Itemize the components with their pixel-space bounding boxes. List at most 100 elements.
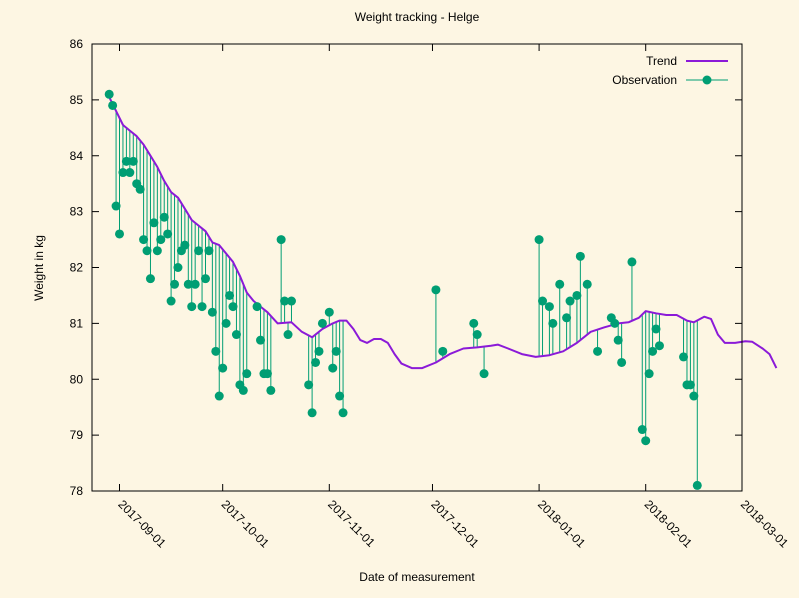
chart-title: Weight tracking - Helge — [355, 10, 480, 24]
observation-point — [648, 346, 658, 356]
observation-point — [565, 296, 575, 306]
trend-line — [108, 96, 778, 370]
observation-point — [121, 156, 131, 166]
observation-point — [610, 318, 620, 328]
observation-point — [166, 296, 176, 306]
observation-point — [627, 257, 637, 267]
observation-point — [438, 346, 448, 356]
observation-point — [104, 89, 114, 99]
legend-label-trend: Trend — [646, 54, 677, 68]
observation-point — [145, 274, 155, 284]
observation-point — [152, 246, 162, 256]
observation-point — [685, 380, 695, 390]
observation-point — [214, 391, 224, 401]
observation-point — [115, 229, 125, 239]
observation-point — [641, 436, 651, 446]
observation-point — [163, 229, 173, 239]
observation-point — [311, 357, 321, 367]
observation-point — [617, 357, 627, 367]
observation-point — [266, 385, 276, 395]
y-tick-label: 80 — [70, 372, 84, 386]
y-tick-label: 83 — [70, 205, 84, 219]
observation-point — [190, 279, 200, 289]
observation-point — [280, 296, 290, 306]
observation-point — [156, 235, 166, 245]
y-tick-label: 78 — [70, 484, 84, 498]
x-tick-label: 2017-12-01 — [428, 497, 482, 551]
observation-point — [307, 408, 317, 418]
x-tick-label: 2018-02-01 — [642, 497, 696, 551]
observation-point — [544, 302, 554, 312]
observation-point — [149, 218, 159, 228]
observation-point — [221, 318, 231, 328]
observation-point — [262, 369, 272, 379]
observation-point — [472, 330, 482, 340]
observation-point — [304, 380, 314, 390]
plot-area — [104, 89, 778, 490]
observation-point — [654, 341, 664, 351]
observation-point — [135, 184, 145, 194]
observation-point — [689, 391, 699, 401]
observation-point — [256, 335, 266, 345]
observation-point — [231, 330, 241, 340]
y-tick-label: 84 — [70, 149, 84, 163]
observation-point — [679, 352, 689, 362]
observation-point — [170, 279, 180, 289]
observation-point — [637, 425, 647, 435]
legend-label-observation: Observation — [612, 73, 677, 87]
observation-point — [187, 302, 197, 312]
observation-point — [317, 318, 327, 328]
observation-point — [111, 201, 121, 211]
x-axis-label: Date of measurement — [359, 570, 475, 584]
observation-point — [314, 346, 324, 356]
observation-point — [555, 279, 565, 289]
observation-point — [194, 246, 204, 256]
observation-point — [431, 285, 441, 295]
x-axis: 2017-09-01 2017-10-01 2017-11-01 2017-12-01… — [115, 44, 791, 551]
observation-point — [225, 290, 235, 300]
y-tick-label: 82 — [70, 261, 84, 275]
observation-point — [328, 363, 338, 373]
y-axis-label: Weight in kg — [32, 235, 46, 301]
observation-point — [142, 246, 152, 256]
x-tick-label: 2018-01-01 — [535, 497, 589, 551]
observation-point — [159, 212, 169, 222]
observation-point — [692, 480, 702, 490]
observation-point — [283, 330, 293, 340]
observation-point — [218, 363, 228, 373]
observation-point — [651, 324, 661, 334]
y-tick-label: 81 — [70, 316, 84, 330]
observation-point — [238, 385, 248, 395]
y-tick-label: 86 — [70, 37, 84, 51]
observation-point — [108, 100, 118, 110]
observation-point — [582, 279, 592, 289]
x-tick-label: 2018-03-01 — [738, 497, 792, 551]
observation-point — [538, 296, 548, 306]
x-tick-label: 2017-09-01 — [115, 497, 169, 551]
observation-point — [128, 156, 138, 166]
observation-point — [200, 274, 210, 284]
observation-point — [548, 318, 558, 328]
observation-point — [139, 235, 149, 245]
observation-point — [286, 296, 296, 306]
observation-point — [324, 307, 334, 317]
observation-point — [118, 168, 128, 178]
observation-point — [575, 251, 585, 261]
observation-point — [534, 235, 544, 245]
observation-point — [562, 313, 572, 323]
observation-point — [469, 318, 479, 328]
legend-marker-observation — [702, 75, 712, 85]
observation-point — [276, 235, 286, 245]
observation-point — [197, 302, 207, 312]
y-tick-label: 85 — [70, 93, 84, 107]
legend: Trend Observation — [612, 54, 728, 87]
observation-point — [173, 263, 183, 272]
observation-point — [593, 346, 603, 356]
x-tick-label: 2017-10-01 — [219, 497, 273, 551]
observation-point — [479, 369, 489, 379]
plot-frame — [91, 43, 743, 492]
observation-point — [252, 302, 262, 312]
observation-point — [572, 290, 582, 300]
